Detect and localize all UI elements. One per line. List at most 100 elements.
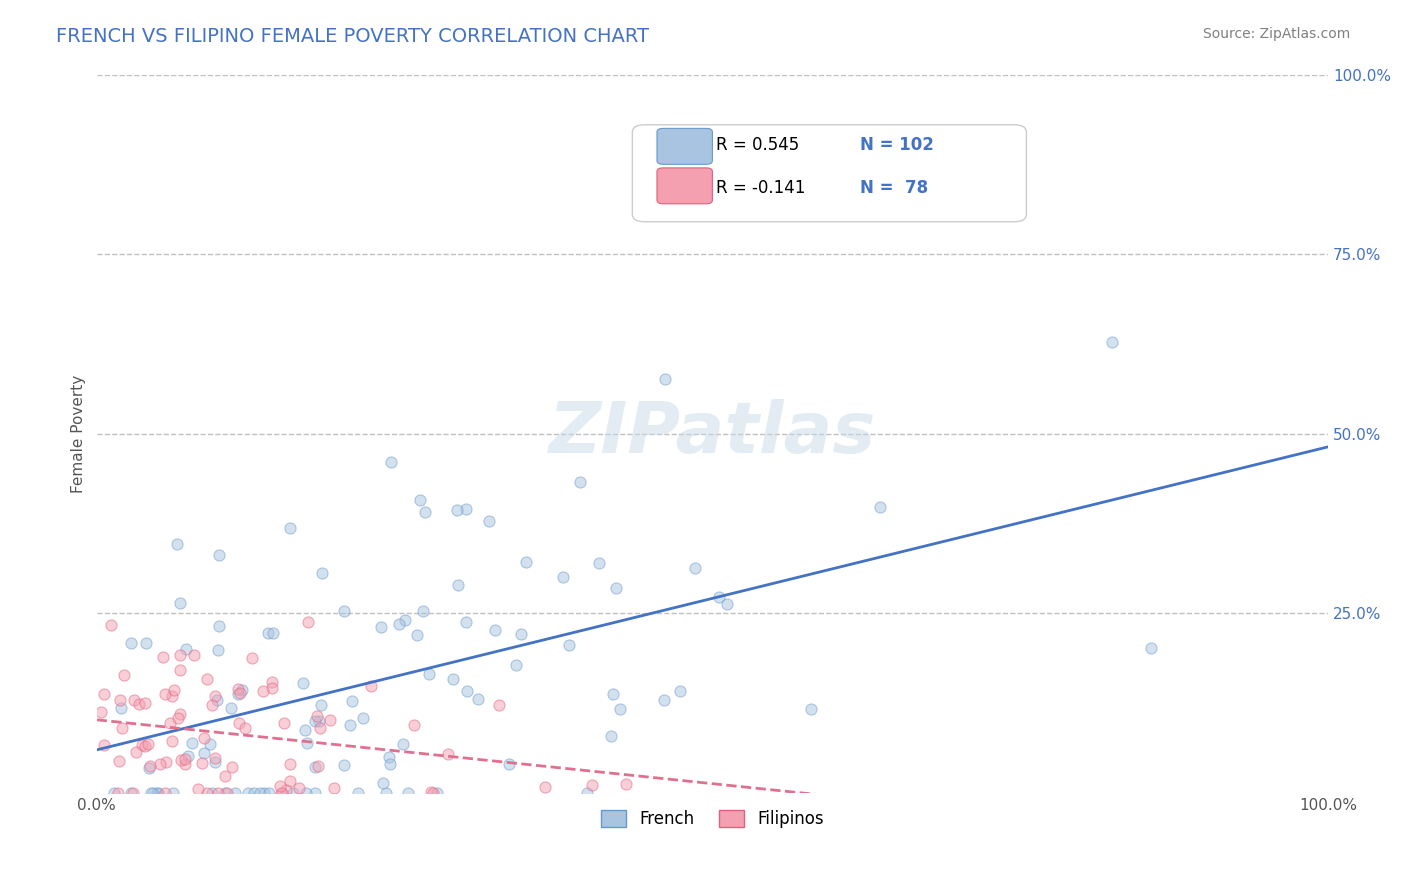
Point (271, 786, 294, 800)
Point (269, 779, 291, 793)
Point (488, 698, 510, 712)
Point (228, 716, 250, 731)
Point (332, 758, 354, 772)
Point (292, 676, 315, 690)
Point (304, 786, 326, 800)
Point (422, 786, 444, 800)
Point (107, 754, 129, 768)
Point (339, 717, 361, 731)
Point (193, 747, 215, 761)
Point (134, 739, 156, 754)
Point (204, 755, 226, 769)
Point (716, 597, 738, 611)
Point (322, 780, 344, 795)
Point (100, 618, 122, 632)
Point (112, 667, 135, 681)
Point (176, 642, 198, 657)
Point (409, 492, 432, 507)
Point (869, 500, 891, 514)
Point (406, 628, 429, 642)
Point (614, 777, 637, 791)
Point (347, 786, 370, 800)
Point (122, 786, 145, 800)
Point (588, 556, 610, 570)
Text: R = -0.141: R = -0.141 (716, 179, 806, 197)
Point (201, 698, 224, 712)
Point (169, 663, 191, 677)
Point (197, 786, 219, 800)
Text: N =  78: N = 78 (860, 179, 928, 197)
Point (111, 721, 134, 735)
FancyBboxPatch shape (633, 125, 1026, 222)
Point (558, 638, 581, 652)
Point (153, 786, 176, 800)
Point (236, 786, 259, 800)
Point (568, 475, 591, 489)
Point (146, 786, 169, 800)
Point (174, 752, 197, 766)
Point (609, 702, 631, 716)
Point (208, 619, 231, 633)
Point (226, 687, 249, 701)
Point (297, 615, 319, 629)
Point (153, 687, 176, 701)
Point (138, 761, 160, 775)
Point (120, 636, 142, 650)
Point (163, 683, 186, 698)
Point (402, 718, 425, 732)
Point (180, 735, 202, 749)
Point (319, 713, 342, 727)
Point (128, 698, 150, 712)
FancyBboxPatch shape (657, 168, 713, 203)
Point (107, 786, 129, 800)
Point (311, 566, 333, 580)
FancyBboxPatch shape (657, 128, 713, 164)
Point (231, 683, 253, 698)
Point (93, 738, 115, 752)
Point (249, 786, 271, 800)
Point (138, 758, 160, 772)
Point (387, 617, 409, 632)
Point (509, 626, 531, 640)
Point (304, 714, 326, 728)
Point (233, 722, 256, 736)
Point (1101, 335, 1123, 350)
Point (396, 786, 419, 800)
Point (198, 737, 221, 751)
Point (155, 755, 177, 769)
Point (139, 786, 162, 800)
Point (304, 760, 326, 774)
Point (90, 705, 112, 719)
Point (413, 505, 436, 519)
Point (136, 737, 159, 751)
Point (426, 786, 449, 800)
Point (654, 371, 676, 385)
Point (201, 786, 224, 800)
Point (207, 643, 229, 657)
Point (478, 514, 501, 528)
Point (162, 689, 184, 703)
Point (370, 620, 392, 634)
Point (446, 503, 468, 517)
Point (308, 714, 330, 728)
Point (420, 785, 443, 799)
Point (273, 715, 295, 730)
Point (332, 604, 354, 618)
Point (456, 615, 478, 629)
Point (498, 756, 520, 771)
Point (110, 700, 132, 714)
Point (467, 691, 489, 706)
Point (240, 651, 263, 665)
Text: ZIPatlas: ZIPatlas (548, 399, 876, 468)
Point (380, 455, 402, 469)
Point (204, 689, 226, 703)
Point (515, 555, 537, 569)
Legend: French, Filipinos: French, Filipinos (593, 803, 831, 835)
Point (377, 749, 399, 764)
Point (260, 674, 283, 689)
Point (166, 537, 188, 551)
Point (193, 731, 215, 746)
Point (281, 786, 304, 800)
Point (340, 694, 363, 708)
Point (602, 686, 624, 700)
